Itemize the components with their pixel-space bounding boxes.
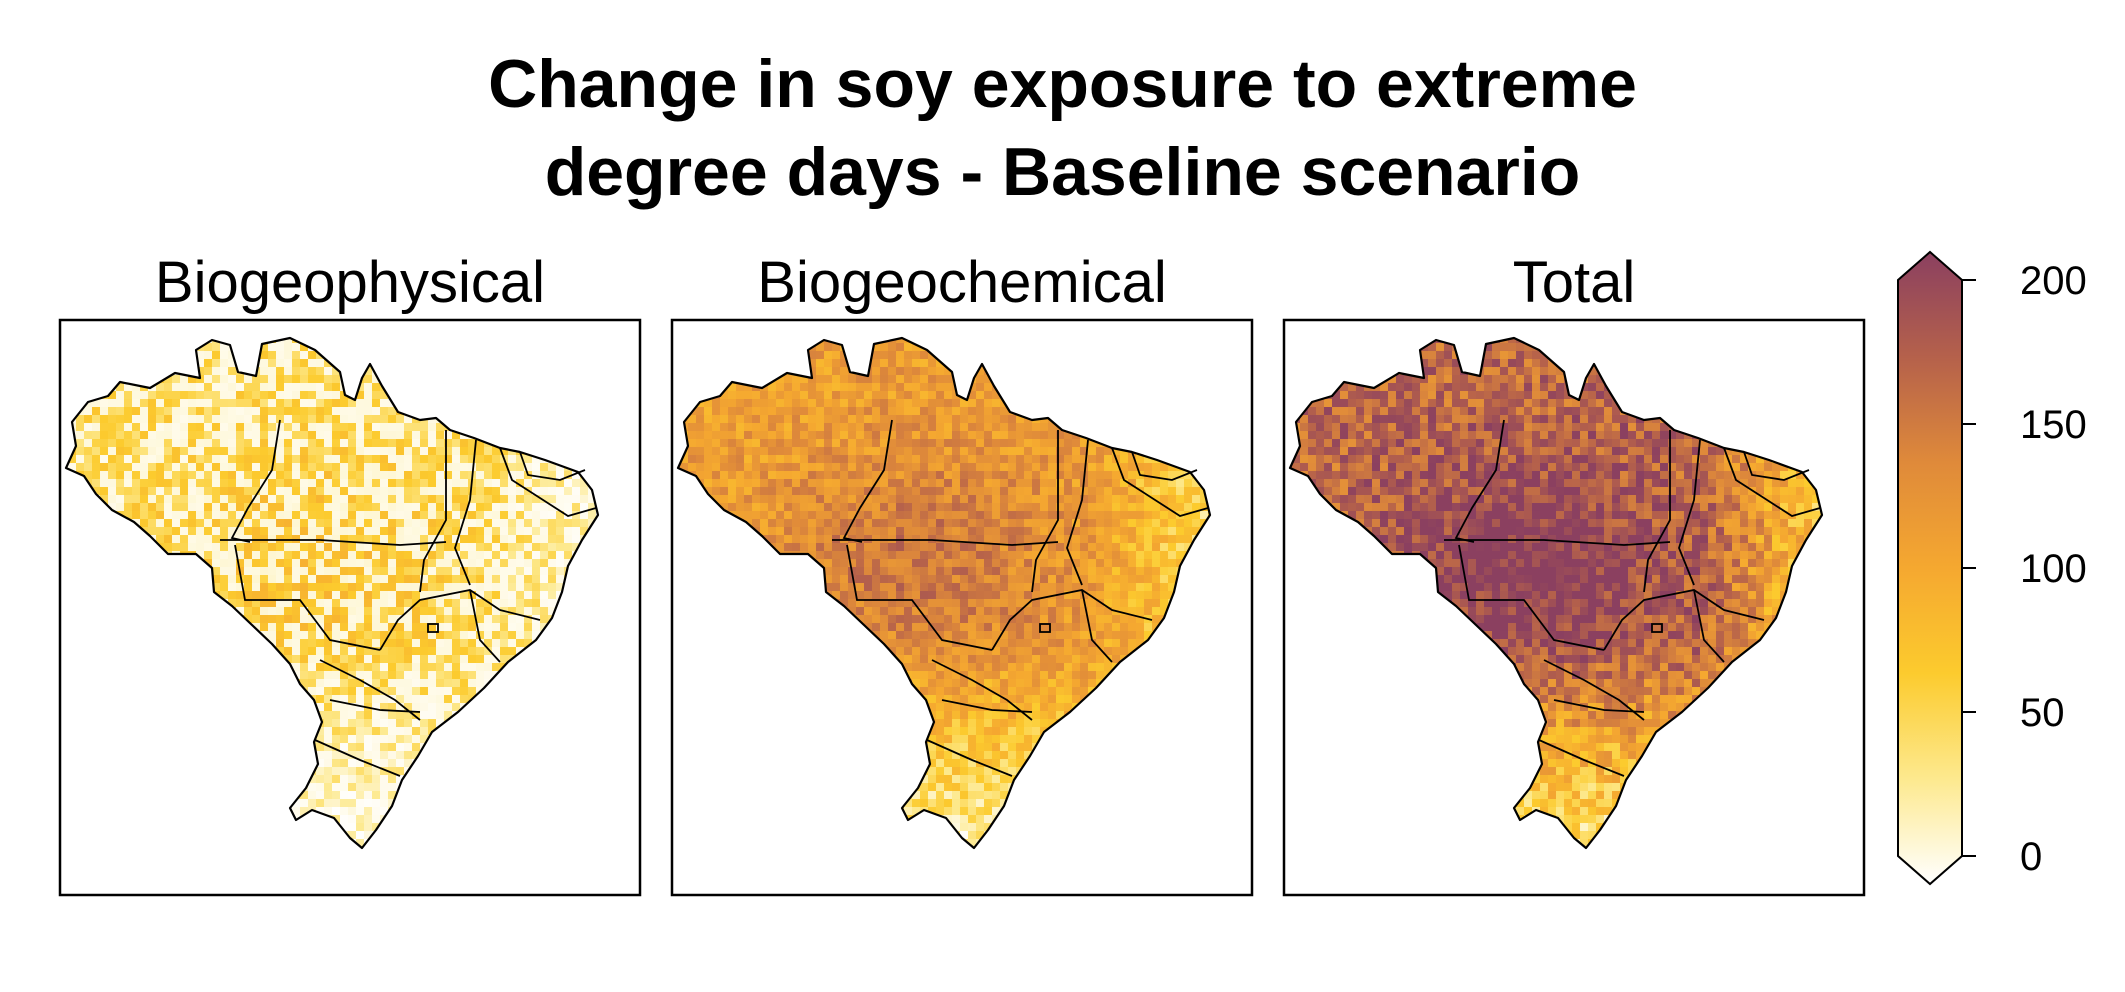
colorbar-tick-label: 50 — [2020, 691, 2065, 735]
state-border — [220, 539, 447, 546]
state-border — [519, 451, 586, 481]
country-border — [64, 336, 600, 850]
state-border — [941, 699, 1033, 713]
state-border — [1081, 589, 1113, 663]
heatmap-cells — [66, 338, 598, 848]
state-border — [1693, 589, 1725, 663]
state-border — [499, 447, 597, 517]
heatmap-cells — [678, 338, 1210, 848]
heatmap-cells — [1290, 338, 1822, 848]
state-border — [931, 659, 1033, 721]
country-border — [676, 336, 1212, 850]
state-border — [1131, 451, 1198, 481]
state-border — [1743, 451, 1810, 481]
state-border — [1031, 430, 1059, 593]
country-border — [1288, 336, 1824, 850]
state-border — [314, 739, 401, 777]
colorbar: 200 150 100 50 0 — [1897, 250, 2087, 886]
figure-title-line-1: Change in soy exposure to extreme — [488, 46, 1637, 122]
federal-district-border — [1039, 623, 1051, 633]
state-border — [1678, 439, 1701, 586]
panel-frame-biogeophysical — [58, 318, 642, 897]
colorbar-tick-label: 150 — [2020, 403, 2087, 447]
panel-title-total: Total — [1512, 250, 1636, 315]
colorbar-tick-label: 0 — [2020, 835, 2042, 879]
state-border — [1553, 699, 1645, 713]
state-border — [1458, 544, 1605, 651]
state-border — [1643, 430, 1671, 593]
state-border — [1538, 739, 1625, 777]
state-border — [991, 589, 1153, 651]
colorbar-bar — [1897, 250, 1963, 886]
figure-title: Change in soy exposure to extreme degree… — [0, 40, 2125, 216]
map-biogeophysical — [64, 336, 600, 850]
state-border — [1603, 589, 1765, 651]
state-border — [846, 544, 993, 651]
panel-frame-biogeochemical — [670, 318, 1254, 897]
state-border — [1444, 539, 1671, 546]
state-border — [1723, 447, 1821, 517]
state-border — [234, 544, 381, 651]
panel-title-biogeophysical: Biogeophysical — [154, 250, 546, 315]
state-border — [1066, 439, 1089, 586]
state-border — [926, 739, 1013, 777]
state-border — [1543, 659, 1645, 721]
state-border — [469, 589, 501, 663]
colorbar-tick-label: 200 — [2020, 259, 2087, 303]
state-border — [319, 659, 421, 721]
state-border — [832, 539, 1059, 546]
federal-district-border — [427, 623, 439, 633]
panel-title-biogeochemical: Biogeochemical — [757, 250, 1167, 315]
state-border — [1111, 447, 1209, 517]
federal-district-border — [1651, 623, 1663, 633]
state-border — [379, 589, 541, 651]
state-border — [419, 430, 447, 593]
colorbar-tick-label: 100 — [2020, 547, 2087, 591]
panel-frame-total — [1282, 318, 1866, 897]
map-total — [1288, 336, 1824, 850]
state-border — [454, 439, 477, 586]
map-biogeochemical — [676, 336, 1212, 850]
figure-title-line-2: degree days - Baseline scenario — [544, 134, 1581, 210]
state-border — [329, 699, 421, 713]
